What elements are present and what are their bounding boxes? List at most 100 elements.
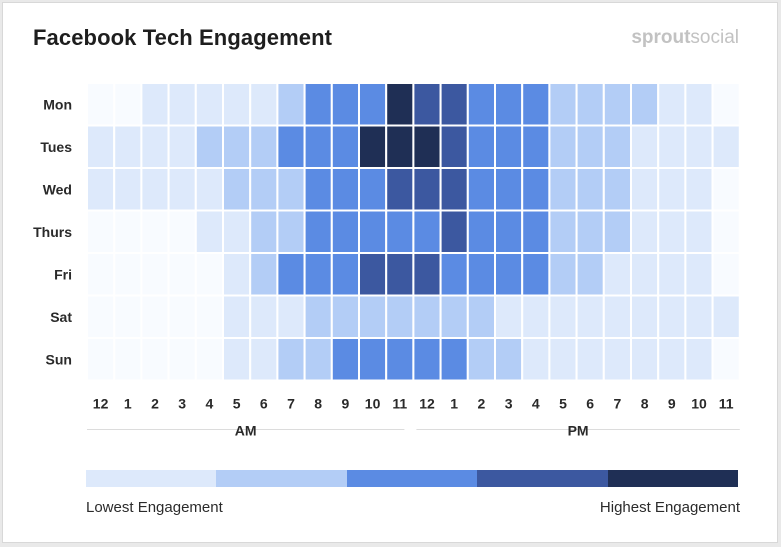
column-label: 11 xyxy=(392,396,407,412)
brand-logo-sprout: sprout xyxy=(631,27,691,48)
column-label: 6 xyxy=(586,396,594,412)
heatmap-cell xyxy=(385,82,415,127)
heatmap-cell xyxy=(630,294,660,339)
heatmap-cell xyxy=(222,82,252,127)
heatmap-cell xyxy=(412,252,442,297)
row-label-sun: Sun xyxy=(46,351,72,367)
heatmap-cell xyxy=(385,337,415,382)
heatmap-cell xyxy=(439,337,469,382)
heatmap-cell xyxy=(494,167,524,212)
heatmap-cell xyxy=(711,337,741,382)
heatmap-cell xyxy=(412,337,442,382)
heatmap-cell xyxy=(167,124,197,169)
heatmap-cell xyxy=(113,124,143,169)
heatmap-cell xyxy=(521,337,551,382)
heatmap-cell xyxy=(222,167,252,212)
heatmap-cell xyxy=(276,252,306,297)
column-label: 4 xyxy=(206,396,214,412)
heatmap-cell xyxy=(466,82,496,127)
column-label: 2 xyxy=(478,396,486,412)
heatmap-cell xyxy=(466,124,496,169)
heatmap-cell xyxy=(276,82,306,127)
heatmap-cell xyxy=(385,124,415,169)
heatmap-cell xyxy=(86,337,116,382)
heatmap-cell xyxy=(249,167,279,212)
legend-swatch-3 xyxy=(346,470,478,487)
engagement-legend-bar xyxy=(86,470,739,487)
heatmap-cell xyxy=(548,167,578,212)
heatmap-cell xyxy=(602,124,632,169)
legend-swatch-2 xyxy=(216,470,347,487)
column-label: 2 xyxy=(151,396,159,412)
heatmap-cell xyxy=(412,124,442,169)
heatmap-cell xyxy=(602,82,632,127)
heatmap-cell xyxy=(276,337,306,382)
heatmap-cell xyxy=(303,209,333,254)
heatmap-cell xyxy=(249,252,279,297)
heatmap-cell xyxy=(167,167,197,212)
heatmap-cell xyxy=(86,252,116,297)
column-label: 10 xyxy=(691,396,707,412)
heatmap-cell xyxy=(657,124,687,169)
heatmap-cell xyxy=(602,167,632,212)
heatmap-cell xyxy=(194,82,225,127)
heatmap-cell xyxy=(167,337,197,382)
heatmap-cell xyxy=(684,167,714,212)
heatmap-cell xyxy=(657,337,687,382)
heatmap-cell xyxy=(358,82,388,127)
heatmap-cell xyxy=(684,209,714,254)
heatmap-cell xyxy=(194,294,225,339)
heatmap-cell xyxy=(385,294,415,339)
heatmap-cell xyxy=(466,337,496,382)
heatmap-cell xyxy=(466,252,496,297)
heatmap-cell xyxy=(167,82,197,127)
heatmap-cell xyxy=(657,252,687,297)
heatmap-cell xyxy=(86,294,116,339)
legend-swatch-5 xyxy=(607,470,739,487)
heatmap-cell xyxy=(113,82,143,127)
heatmap-cell xyxy=(548,337,578,382)
heatmap-cell xyxy=(385,252,415,297)
row-label-mon: Mon xyxy=(43,96,72,112)
column-label: 1 xyxy=(450,396,458,412)
heatmap-cell xyxy=(358,124,388,169)
column-label: 7 xyxy=(287,396,295,412)
heatmap-cell xyxy=(330,124,360,169)
heatmap-cell xyxy=(167,209,197,254)
heatmap-cell xyxy=(303,82,333,127)
heatmap-cell xyxy=(630,337,660,382)
heatmap-cell xyxy=(575,337,605,382)
legend-high-label: Highest Engagement xyxy=(599,499,740,516)
heatmap-cell xyxy=(276,209,306,254)
heatmap-cell xyxy=(711,252,741,297)
heatmap-cell xyxy=(222,252,252,297)
heatmap-cell xyxy=(276,294,306,339)
heatmap-cell xyxy=(194,252,225,297)
heatmap-cell xyxy=(439,124,469,169)
legend-swatch-4 xyxy=(477,470,608,487)
heatmap-cell xyxy=(194,124,225,169)
heatmap-cell xyxy=(140,252,170,297)
row-label-fri: Fri xyxy=(54,266,72,282)
heatmap-cell xyxy=(684,252,714,297)
column-label: 8 xyxy=(641,396,649,412)
heatmap-cell xyxy=(330,82,360,127)
heatmap-cell xyxy=(575,124,605,169)
heatmap-cell xyxy=(548,294,578,339)
heatmap-cell xyxy=(167,294,197,339)
column-label: 9 xyxy=(668,396,676,412)
heatmap-cell xyxy=(684,124,714,169)
brand-logo: sproutsocial xyxy=(631,27,739,49)
legend-swatch-1 xyxy=(86,470,217,487)
heatmap-cell xyxy=(548,124,578,169)
heatmap-cell xyxy=(548,82,578,127)
column-label: 4 xyxy=(532,396,540,412)
heatmap-cell xyxy=(657,294,687,339)
heatmap-cell xyxy=(466,294,496,339)
heatmap-cell xyxy=(711,294,741,339)
heatmap-cell xyxy=(602,252,632,297)
column-label: 7 xyxy=(614,396,622,412)
heatmap-cell xyxy=(249,294,279,339)
heatmap-cell xyxy=(86,209,116,254)
